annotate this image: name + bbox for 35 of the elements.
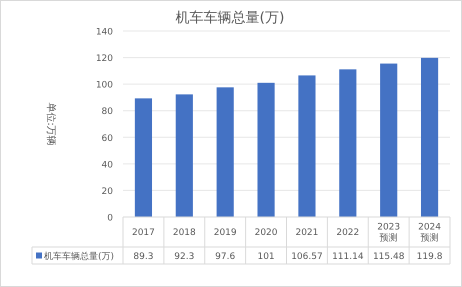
y-axis-title: 单位:万辆 (45, 102, 57, 146)
y-tick-label: 100 (96, 80, 114, 91)
y-tick-label: 60 (102, 134, 114, 144)
y-tick-label: 80 (102, 107, 114, 118)
bar (134, 98, 152, 217)
data-label: 119.8 (416, 252, 443, 262)
bar (420, 58, 438, 217)
bar (298, 75, 316, 217)
bar (257, 82, 275, 217)
bar (176, 94, 193, 217)
x-tick-label: 2023 预测 (377, 222, 400, 244)
x-tick-label: 2019 (214, 228, 237, 238)
x-tick-label: 2022 (336, 228, 360, 238)
chart-title: 机车车辆总量(万) (176, 10, 284, 26)
legend-label: 机车车辆总量(万) (44, 251, 114, 262)
data-label: 111.14 (332, 252, 364, 262)
y-tick-label: 40 (102, 160, 114, 170)
x-tick-label: 2018 (172, 228, 196, 238)
x-tick-label: 2017 (132, 228, 155, 238)
data-label: 89.3 (133, 252, 154, 262)
data-label: 106.57 (291, 252, 323, 262)
data-label: 101 (257, 252, 275, 262)
x-tick-label: 2024 预测 (418, 222, 442, 244)
x-tick-label: 2021 (295, 228, 318, 238)
y-tick-label: 140 (96, 28, 114, 38)
data-label: 92.3 (174, 252, 194, 262)
x-tick-label: 2020 (254, 228, 278, 238)
y-tick-label: 120 (96, 54, 114, 64)
y-tick-label: 0 (107, 214, 114, 224)
data-label: 97.6 (215, 252, 236, 262)
bar (339, 69, 356, 217)
bar (380, 64, 398, 217)
y-tick-label: 20 (102, 186, 114, 197)
data-label: 115.48 (372, 252, 405, 262)
bar (216, 87, 234, 217)
